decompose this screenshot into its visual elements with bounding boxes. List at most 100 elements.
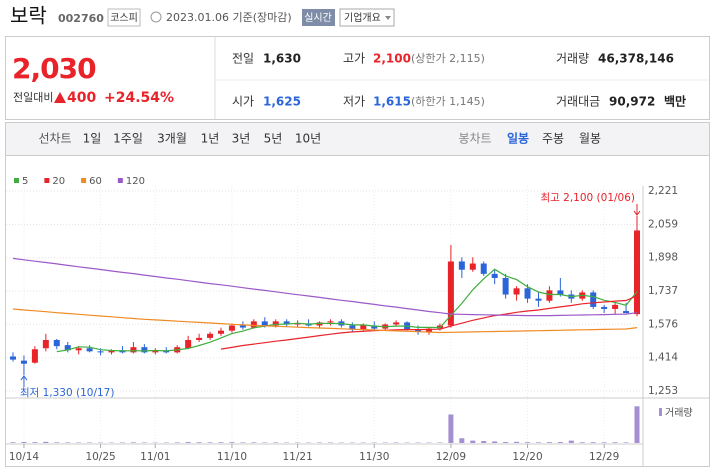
volume-bar: [492, 441, 498, 443]
tab-bar: [5, 122, 710, 156]
overview-button[interactable]: [339, 8, 395, 27]
volume-bar: [634, 406, 640, 443]
candle-body: [623, 311, 630, 314]
x-tick-label: 11/10: [217, 451, 247, 463]
y-tick-label: 1,576: [648, 318, 678, 330]
volume-bar: [546, 442, 552, 443]
volume-bar: [601, 442, 607, 443]
candle-body: [239, 325, 246, 328]
candle-body: [64, 345, 71, 351]
candle-body: [590, 292, 597, 307]
x-tick-label: 12/29: [589, 451, 619, 463]
volume-bar: [65, 442, 71, 443]
volume-bar: [174, 442, 180, 443]
volume-bar: [32, 442, 38, 443]
volume-bar: [10, 442, 16, 443]
candle-body: [86, 348, 93, 352]
volume-bar: [240, 442, 246, 443]
legend-label: 5: [22, 176, 28, 187]
volume-bar: [448, 414, 454, 443]
candle-body: [557, 290, 564, 295]
legend-label: 120: [126, 176, 145, 187]
min-arrow-head: [20, 375, 28, 381]
candle-body: [327, 321, 334, 323]
tab: 봉차트: [458, 132, 491, 146]
candle-body: [75, 348, 82, 351]
candle-body: [469, 263, 476, 270]
tab[interactable]: 일봉: [507, 132, 529, 146]
field-value: 46,378,146: [598, 52, 674, 66]
overview[interactable]: 기업개요: [344, 11, 381, 24]
volume-bar: [54, 442, 60, 443]
volume-bar: [535, 442, 541, 443]
volume-bar: [459, 438, 465, 443]
volume-legend: 거래량: [665, 407, 693, 419]
candle-body: [502, 277, 509, 295]
x-tick-label: 11/01: [140, 451, 170, 463]
x-tick-label: 12/09: [436, 451, 466, 463]
candle-body: [250, 321, 257, 328]
tab[interactable]: 10년: [295, 132, 321, 146]
candle-body: [53, 339, 60, 347]
field-value: 2,100: [373, 52, 411, 66]
candle-body: [97, 351, 104, 353]
tab[interactable]: 1일: [83, 132, 102, 146]
volume-bar: [251, 442, 257, 443]
legend-label: 60: [89, 176, 102, 187]
candle-body: [185, 339, 192, 349]
volume-bar: [207, 442, 213, 443]
candle-body: [283, 321, 290, 325]
stock-name: 보락: [10, 4, 47, 28]
x-tick-label: 10/25: [85, 451, 115, 463]
field-note: (하한가 1,145): [411, 94, 485, 108]
realtime-button[interactable]: [302, 9, 335, 26]
candle-body: [415, 329, 422, 332]
candle-body: [480, 263, 487, 274]
tab[interactable]: 주봉: [542, 132, 564, 146]
tab[interactable]: 1년: [201, 132, 220, 146]
volume-bar: [21, 442, 27, 443]
legend-swatch: [81, 178, 87, 183]
candle-body: [360, 325, 367, 330]
candle-body: [141, 347, 148, 353]
legend-swatch: [44, 178, 50, 183]
volume-bar: [196, 442, 202, 443]
realtime[interactable]: 실시간: [304, 12, 332, 24]
candle-body: [20, 360, 27, 364]
tab[interactable]: 3년: [232, 132, 251, 146]
volume-bar: [612, 442, 618, 443]
volume-bar: [623, 442, 629, 443]
x-tick-label: 12/20: [512, 451, 542, 463]
change-label: 전일대비: [13, 90, 53, 104]
date: 2023.01.06 기준(장마감): [166, 11, 292, 24]
candle-body: [447, 261, 454, 326]
volume-bar: [43, 441, 49, 443]
volume-bar: [525, 442, 531, 443]
candle-body: [458, 261, 465, 270]
candle-body: [130, 347, 137, 353]
tab[interactable]: 3개월: [157, 132, 187, 146]
market-badge: [107, 8, 141, 27]
volume-bar: [481, 441, 487, 443]
y-tick-label: 1,898: [648, 252, 678, 264]
y-tick-label: 2,221: [648, 185, 678, 197]
x-tick-label: 11/21: [282, 451, 312, 463]
field-label: 고가: [343, 52, 365, 66]
y-tick-label: 1,414: [648, 352, 678, 364]
tab[interactable]: 월봉: [579, 132, 601, 146]
volume-bar: [557, 442, 563, 443]
candle-body: [426, 328, 432, 332]
tab[interactable]: 5년: [264, 132, 283, 146]
y-tick-label: 1,253: [648, 385, 678, 397]
field-value: 1,625: [263, 95, 301, 109]
tab[interactable]: 1주일: [113, 132, 143, 146]
field-label: 거래대금: [556, 95, 600, 109]
ma-line: [12, 257, 638, 317]
candle-body: [535, 298, 542, 301]
volume-bar: [568, 440, 574, 443]
up-arrow: [54, 92, 66, 103]
change-pct: +24.54%: [104, 90, 174, 106]
ma-line: [12, 308, 638, 334]
volume-bar: [185, 442, 191, 443]
